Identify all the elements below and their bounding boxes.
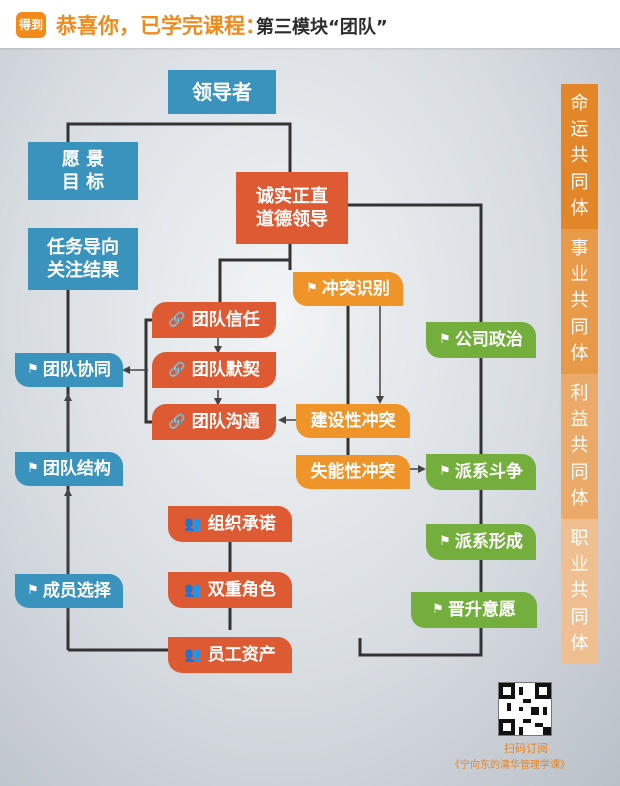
community-char: 职 — [570, 528, 589, 550]
conflict-identify-label: 冲突识别 — [321, 278, 390, 299]
interest-community: 利 益 共 同 体 — [561, 374, 598, 519]
ethical-label: 道德领导 — [256, 209, 328, 230]
leader-label: 领导者 — [192, 80, 252, 104]
team-collab-node: ⚑ 团队协同 — [15, 353, 123, 387]
person-icon: 👥 — [184, 581, 202, 598]
company-politics-label: 公司政治 — [454, 329, 523, 350]
link-icon: 🔗 — [168, 413, 186, 430]
goal-label: 目 标 — [61, 172, 105, 193]
employee-asset-label: 员工资产 — [207, 644, 276, 665]
flag-icon: ⚑ — [439, 463, 451, 479]
team-trust-node: 🔗 团队信任 — [152, 302, 276, 338]
course-name: 《宁向东的清华管理学课》 — [450, 760, 570, 771]
community-char: 体 — [570, 632, 589, 654]
community-char: 同 — [570, 606, 589, 628]
result-focus-label: 关注结果 — [47, 260, 119, 281]
community-char: 业 — [570, 554, 589, 576]
completion-title: 恭喜你，已学完课程： — [56, 14, 266, 38]
qr-code[interactable] — [498, 682, 552, 736]
flag-icon: ⚑ — [439, 331, 451, 347]
member-select-node: ⚑ 成员选择 — [15, 574, 123, 608]
community-char: 共 — [570, 145, 589, 167]
constructive-conflict-label: 建设性冲突 — [310, 410, 396, 431]
team-communicate-label: 团队沟通 — [191, 411, 260, 432]
qr-code-pattern — [499, 683, 551, 735]
vision-label: 愿 景 — [61, 148, 105, 170]
community-char: 共 — [570, 435, 589, 457]
community-char: 利 — [570, 383, 589, 405]
team-collab-label: 团队协同 — [42, 359, 111, 380]
community-char: 命 — [570, 93, 589, 115]
flag-icon: ⚑ — [306, 280, 318, 296]
org-commit-label: 组织承诺 — [207, 513, 276, 534]
dual-role-node: 👥 双重角色 — [168, 572, 292, 608]
flag-icon: ⚑ — [432, 601, 444, 617]
faction-form-label: 派系形成 — [454, 531, 523, 552]
vision-goal-node: 愿 景 目 标 — [28, 142, 138, 200]
community-char: 业 — [570, 264, 589, 286]
community-char: 益 — [570, 409, 589, 431]
leader-node: 领导者 — [168, 70, 276, 114]
dysfunctional-conflict-label: 失能性冲突 — [310, 461, 396, 482]
honest-ethical-node: 诚实正直 道德领导 — [236, 172, 348, 244]
module-title: 第三模块“团队” — [256, 17, 388, 38]
app-logo[interactable]: 得到 — [16, 12, 46, 38]
faction-fight-label: 派系斗争 — [454, 461, 523, 482]
career-community: 事 业 共 同 体 — [561, 229, 598, 374]
conflict-identify-node: ⚑ 冲突识别 — [293, 272, 403, 306]
flag-icon: ⚑ — [27, 582, 39, 598]
community-char: 事 — [570, 238, 589, 260]
link-icon: 🔗 — [168, 311, 186, 328]
profession-community: 职 业 共 同 体 — [561, 519, 598, 664]
team-structure-node: ⚑ 团队结构 — [15, 452, 123, 486]
community-char: 同 — [570, 461, 589, 483]
flag-icon: ⚑ — [439, 533, 451, 549]
dysfunctional-conflict-node: 失能性冲突 — [296, 455, 410, 489]
fate-community: 命 运 共 同 体 — [561, 84, 598, 229]
team-communicate-node: 🔗 团队沟通 — [152, 404, 276, 440]
team-structure-label: 团队结构 — [42, 458, 111, 479]
task-result-node: 任务导向 关注结果 — [28, 228, 138, 290]
constructive-conflict-node: 建设性冲突 — [296, 404, 410, 438]
team-tacit-label: 团队默契 — [191, 359, 260, 380]
dual-role-label: 双重角色 — [207, 579, 276, 600]
community-char: 共 — [570, 290, 589, 312]
promotion-will-label: 晋升意愿 — [447, 599, 516, 620]
qr-label: 扫码订阅 — [504, 742, 548, 755]
community-char: 体 — [570, 197, 589, 219]
flag-icon: ⚑ — [27, 460, 39, 476]
community-char: 体 — [570, 342, 589, 364]
community-char: 共 — [570, 580, 589, 602]
team-trust-label: 团队信任 — [191, 309, 260, 330]
promotion-will-node: ⚑ 晋升意愿 — [411, 592, 537, 628]
community-char: 同 — [570, 171, 589, 193]
person-icon: 👥 — [184, 646, 202, 663]
org-commit-node: 👥 组织承诺 — [168, 506, 292, 542]
header-bar: 得到 恭喜你，已学完课程： 第三模块“团队” — [0, 0, 620, 48]
faction-form-node: ⚑ 派系形成 — [426, 524, 536, 560]
community-char: 同 — [570, 316, 589, 338]
flag-icon: ⚑ — [27, 361, 39, 377]
community-char: 运 — [570, 119, 589, 141]
person-icon: 👥 — [184, 515, 202, 532]
task-oriented-label: 任务导向 — [47, 236, 119, 258]
team-tacit-node: 🔗 团队默契 — [152, 352, 276, 388]
community-char: 体 — [570, 487, 589, 509]
company-politics-node: ⚑ 公司政治 — [426, 322, 536, 358]
link-icon: 🔗 — [168, 361, 186, 378]
honest-label: 诚实正直 — [256, 185, 328, 207]
member-select-label: 成员选择 — [42, 580, 111, 601]
employee-asset-node: 👥 员工资产 — [168, 637, 292, 673]
faction-fight-node: ⚑ 派系斗争 — [426, 454, 536, 490]
